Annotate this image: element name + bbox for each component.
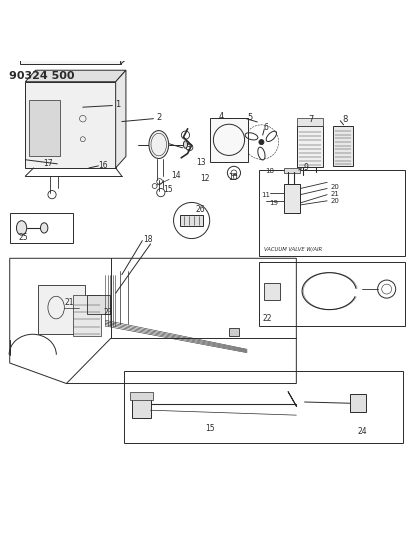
Text: 12: 12 bbox=[200, 174, 210, 183]
Ellipse shape bbox=[40, 223, 48, 233]
Text: 18: 18 bbox=[143, 235, 152, 244]
Bar bbox=[229, 328, 239, 336]
Ellipse shape bbox=[149, 131, 169, 158]
Text: 2: 2 bbox=[156, 114, 162, 123]
Text: 26: 26 bbox=[195, 205, 205, 214]
Bar bbox=[265, 283, 280, 300]
Text: 15: 15 bbox=[164, 185, 173, 194]
Text: 5: 5 bbox=[248, 113, 253, 122]
Text: 23: 23 bbox=[103, 308, 113, 317]
Polygon shape bbox=[121, 50, 130, 64]
Ellipse shape bbox=[183, 141, 187, 148]
Text: 21: 21 bbox=[331, 191, 340, 197]
Text: 16: 16 bbox=[98, 161, 108, 171]
Text: 90324 500: 90324 500 bbox=[9, 71, 75, 82]
Text: 1: 1 bbox=[115, 100, 120, 109]
Text: 19: 19 bbox=[269, 200, 278, 206]
Text: 22: 22 bbox=[263, 314, 272, 323]
Text: 20: 20 bbox=[331, 198, 340, 204]
Bar bbox=[29, 100, 60, 156]
Bar bbox=[124, 371, 403, 443]
Bar bbox=[333, 126, 353, 166]
Text: 10: 10 bbox=[228, 173, 237, 182]
Bar bbox=[350, 394, 366, 412]
Text: 25: 25 bbox=[19, 233, 28, 243]
Text: 17: 17 bbox=[43, 159, 53, 168]
Bar bbox=[297, 126, 323, 167]
Bar bbox=[73, 295, 101, 336]
Text: 6: 6 bbox=[264, 123, 269, 132]
Text: 3: 3 bbox=[185, 143, 190, 152]
Bar bbox=[37, 285, 85, 334]
Text: VACUUM VALVE W/AIR: VACUUM VALVE W/AIR bbox=[265, 246, 323, 251]
Text: 4: 4 bbox=[219, 112, 224, 121]
Text: 9: 9 bbox=[303, 164, 308, 173]
Bar bbox=[284, 184, 300, 213]
Bar bbox=[21, 58, 121, 64]
Bar bbox=[87, 295, 110, 314]
Text: 14: 14 bbox=[172, 171, 181, 180]
Bar bbox=[260, 170, 405, 256]
Text: 11: 11 bbox=[261, 192, 270, 198]
Bar bbox=[132, 396, 150, 418]
Polygon shape bbox=[21, 50, 130, 58]
Bar bbox=[130, 392, 152, 400]
Text: 13: 13 bbox=[196, 158, 206, 167]
Text: 15: 15 bbox=[205, 424, 215, 433]
Bar bbox=[25, 82, 116, 168]
Polygon shape bbox=[25, 70, 126, 82]
Text: 8: 8 bbox=[342, 116, 347, 124]
Text: 7: 7 bbox=[308, 116, 314, 124]
Text: 24: 24 bbox=[357, 427, 367, 436]
Ellipse shape bbox=[16, 221, 27, 235]
Text: 18: 18 bbox=[265, 168, 274, 174]
Bar bbox=[297, 118, 323, 126]
Bar bbox=[180, 215, 203, 226]
Bar bbox=[10, 213, 73, 243]
Bar bbox=[260, 262, 405, 326]
Circle shape bbox=[259, 140, 264, 144]
Text: 20: 20 bbox=[331, 184, 340, 190]
Text: 21: 21 bbox=[65, 298, 75, 306]
Bar bbox=[284, 168, 300, 173]
Polygon shape bbox=[116, 70, 126, 168]
Bar bbox=[210, 118, 248, 162]
